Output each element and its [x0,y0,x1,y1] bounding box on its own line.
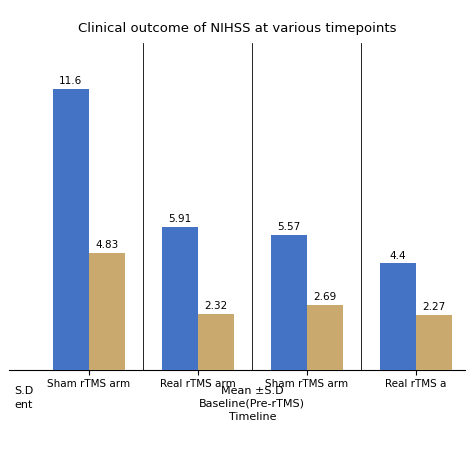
Text: Baseline(Pre-rTMS): Baseline(Pre-rTMS) [199,399,305,409]
Text: Mean ±S.D: Mean ±S.D [221,386,283,396]
Text: 4.83: 4.83 [95,240,118,250]
Text: 2.69: 2.69 [313,292,337,302]
Bar [307,305,343,370]
Bar [271,235,307,370]
Bar [416,315,452,370]
Text: ent: ent [14,400,33,410]
Title: Clinical outcome of NIHSS at various timepoints: Clinical outcome of NIHSS at various tim… [78,21,396,35]
Text: 5.57: 5.57 [277,222,301,232]
Text: 4.4: 4.4 [390,251,406,261]
Text: 5.91: 5.91 [168,214,191,224]
Text: 2.27: 2.27 [422,302,446,312]
Text: 2.32: 2.32 [204,301,228,311]
Bar [380,263,416,370]
Bar [53,89,89,370]
Bar [162,227,198,370]
Text: Timeline: Timeline [228,411,276,422]
Bar [89,253,125,370]
Bar [198,313,234,370]
Text: 11.6: 11.6 [59,76,82,86]
Text: S.D: S.D [14,386,34,396]
